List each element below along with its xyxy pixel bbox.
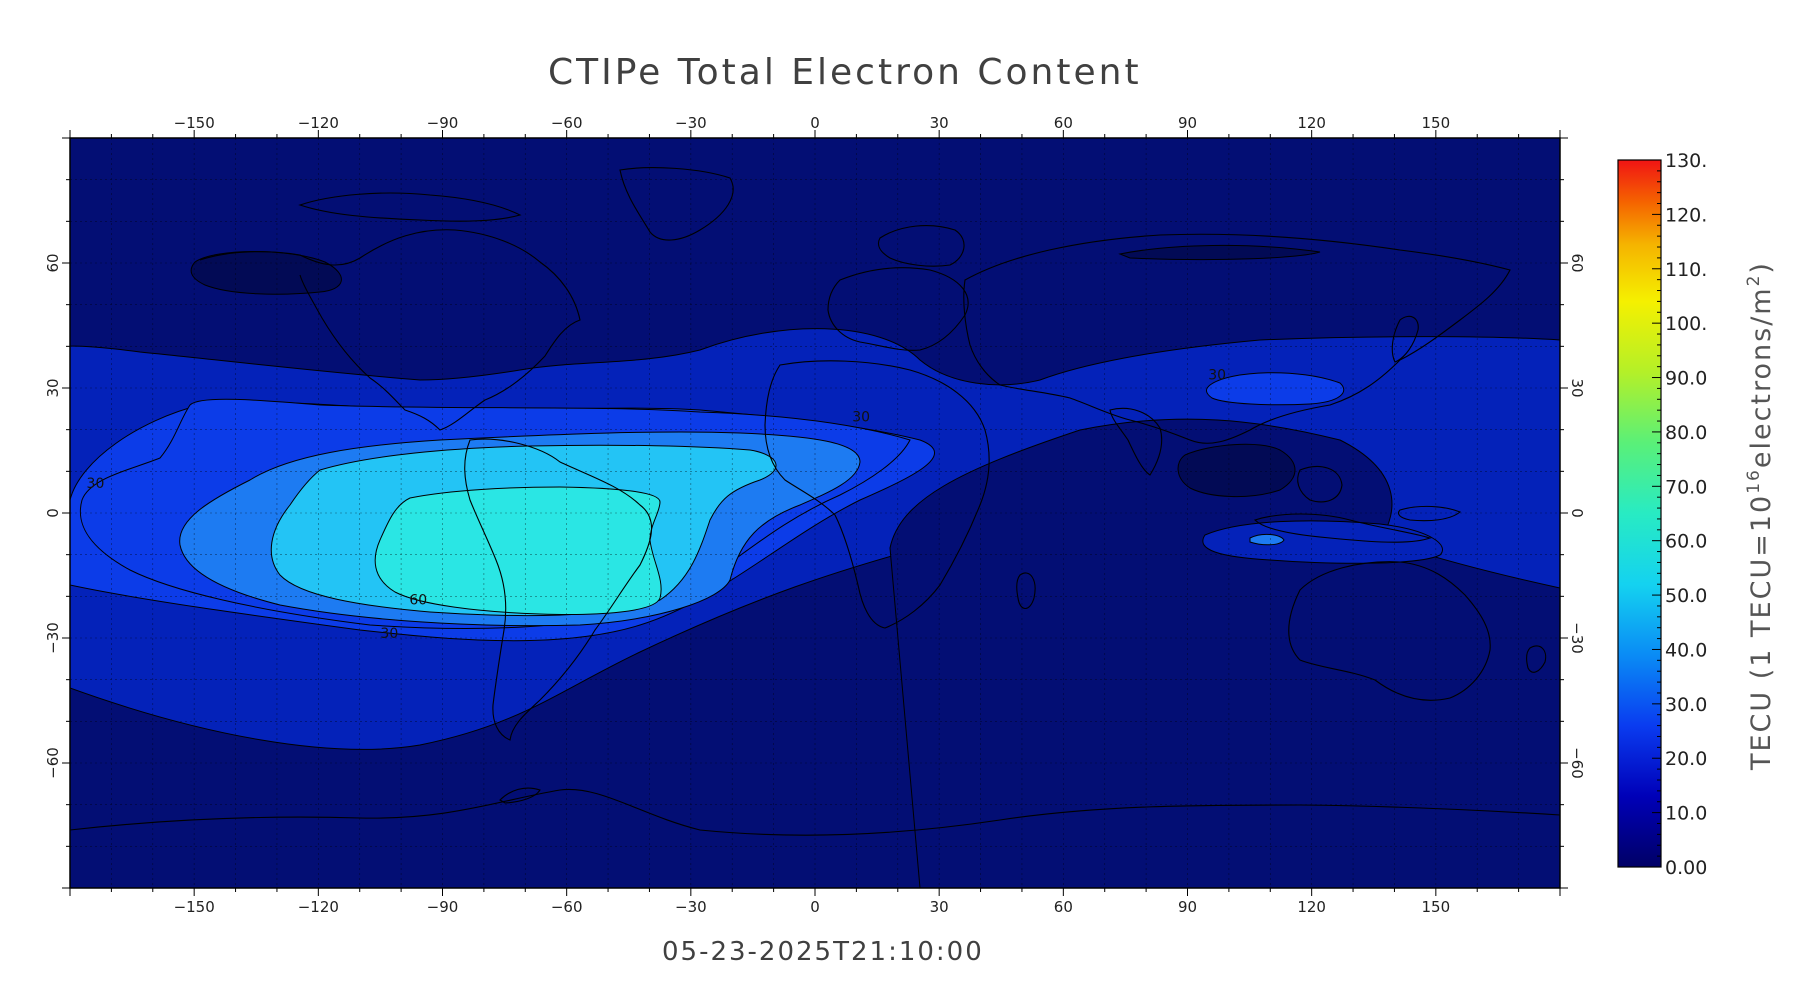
- timestamp: 05-23-2025T21:10:00: [662, 937, 984, 967]
- lat-tick-label: −60: [1568, 747, 1586, 779]
- coast-new-guinea: [1397, 505, 1462, 522]
- colorbar-ticks: [1652, 159, 1661, 868]
- lat-tick-label: 60: [1568, 253, 1586, 272]
- lon-tick-label: 0: [810, 898, 820, 916]
- lon-tick-label: −90: [427, 114, 459, 132]
- coast-europe: [827, 267, 969, 351]
- colorbar-tick-label: 80.0: [1665, 422, 1707, 444]
- colorbar-tick-label: 130.: [1665, 150, 1707, 172]
- lon-tick-label: 150: [1422, 114, 1451, 132]
- lon-tick-label: −60: [551, 898, 583, 916]
- colorbar-tick-label: 60.0: [1665, 531, 1707, 553]
- lon-tick-label: 90: [1178, 114, 1197, 132]
- coast-india: [1109, 407, 1163, 476]
- coast-new-zealand: [1526, 645, 1547, 673]
- colorbar-tick-label: 120.: [1665, 204, 1707, 226]
- colorbar-tick-label: 110.: [1665, 259, 1707, 281]
- coast-japan: [1391, 315, 1419, 363]
- lat-tick-labels-left: 60 30 0 −30 −60: [44, 253, 62, 778]
- lon-tick-label: 150: [1422, 898, 1451, 916]
- chart-title: CTIPe Total Electron Content: [548, 52, 1142, 93]
- colorbar-tick-label: 50.0: [1665, 585, 1707, 607]
- coast-indonesia: [1253, 513, 1432, 543]
- map-area: 30 30 30 60 30: [70, 138, 1560, 888]
- lon-tick-label: 30: [930, 114, 949, 132]
- lon-tick-label: 90: [1178, 898, 1197, 916]
- tec-level-0-10-east: [889, 418, 1560, 888]
- lon-tick-label: −120: [298, 898, 339, 916]
- lon-tick-label: −30: [675, 898, 707, 916]
- contour-label: 30: [1208, 368, 1226, 384]
- tec-patch-indonesia: [1177, 443, 1296, 497]
- map-frame-ticks: [62, 130, 1568, 896]
- tec-patch-sunda: [1249, 533, 1285, 546]
- lat-tick-label: 60: [44, 253, 62, 272]
- lon-tick-label: 120: [1297, 898, 1326, 916]
- contour-labels: 30 30 30 60 30: [87, 368, 1226, 642]
- coast-greenland: [619, 167, 734, 241]
- lon-tick-label: −150: [174, 898, 215, 916]
- lon-tick-label: 120: [1297, 114, 1326, 132]
- coast-south-america: [464, 438, 653, 741]
- lat-tick-label: 30: [44, 378, 62, 397]
- map-gridlines: [70, 138, 1560, 888]
- lat-tick-label: −30: [1568, 622, 1586, 654]
- coast-antarctic-peninsula: [499, 787, 541, 804]
- coast-australia: [1288, 561, 1491, 701]
- lat-tick-label: 0: [44, 508, 62, 518]
- colorbar-tick-label: 70.0: [1665, 476, 1707, 498]
- coast-madagascar: [1016, 572, 1036, 610]
- colorbar-label: TECU (1 TECU=1016electrons/m2): [1744, 261, 1777, 771]
- coast-antarctica: [70, 788, 1560, 836]
- contour-label: 30: [87, 476, 105, 492]
- lon-tick-label: −90: [427, 898, 459, 916]
- colorbar-tick-label: 0.00: [1665, 857, 1707, 879]
- lon-tick-labels-bottom: −150 −120 −90 −60 −30 0 30 60 90 120 150: [174, 898, 1451, 916]
- contour-label: 30: [852, 409, 870, 425]
- lon-tick-label: −30: [675, 114, 707, 132]
- colorbar-gradient: [1617, 159, 1662, 868]
- lat-tick-label: 0: [1568, 508, 1586, 518]
- colorbar-tick-label: 100.: [1665, 313, 1707, 335]
- colorbar-tick-label: 90.0: [1665, 368, 1707, 390]
- colorbar: 130. 120. 110. 100. 90.0 80.0 70.0 60.0 50.0 40.0…: [1617, 150, 1777, 879]
- lat-tick-labels-right: 60 30 0 −30 −60: [1568, 253, 1586, 778]
- lat-tick-label: −60: [44, 747, 62, 779]
- lon-tick-label: 60: [1054, 114, 1073, 132]
- colorbar-tick-label: 30.0: [1665, 694, 1707, 716]
- coastlines: [70, 167, 1560, 836]
- colorbar-tick-labels: 130. 120. 110. 100. 90.0 80.0 70.0 60.0 50.0 40.0…: [1665, 150, 1707, 879]
- lon-tick-label: 30: [930, 898, 949, 916]
- tec-level-10-20-indonesia: [1202, 520, 1443, 564]
- colorbar-tick-label: 20.0: [1665, 748, 1707, 770]
- coast-borneo: [1297, 466, 1343, 503]
- lon-tick-label: −120: [298, 114, 339, 132]
- colorbar-tick-label: 40.0: [1665, 639, 1707, 661]
- contour-label: 30: [380, 626, 398, 642]
- tec-level-50-60: [374, 486, 662, 615]
- lon-tick-label: 60: [1054, 898, 1073, 916]
- contour-label: 60: [409, 593, 427, 609]
- coast-scandinavia: [877, 225, 965, 267]
- lon-tick-labels-top: −150 −120 −90 −60 −30 0 30 60 90 120 150: [174, 114, 1451, 132]
- coast-north-america: [199, 229, 581, 431]
- colorbar-tick-label: 10.0: [1665, 803, 1707, 825]
- lat-tick-label: −30: [44, 622, 62, 654]
- coast-arctic-islands: [298, 192, 522, 222]
- lat-tick-label: 30: [1568, 378, 1586, 397]
- coast-africa: [764, 360, 990, 629]
- lon-tick-label: −60: [551, 114, 583, 132]
- coast-asia: [963, 233, 1511, 444]
- lon-tick-label: −150: [174, 114, 215, 132]
- tec-patch-china: [1206, 372, 1345, 406]
- lon-tick-label: 0: [810, 114, 820, 132]
